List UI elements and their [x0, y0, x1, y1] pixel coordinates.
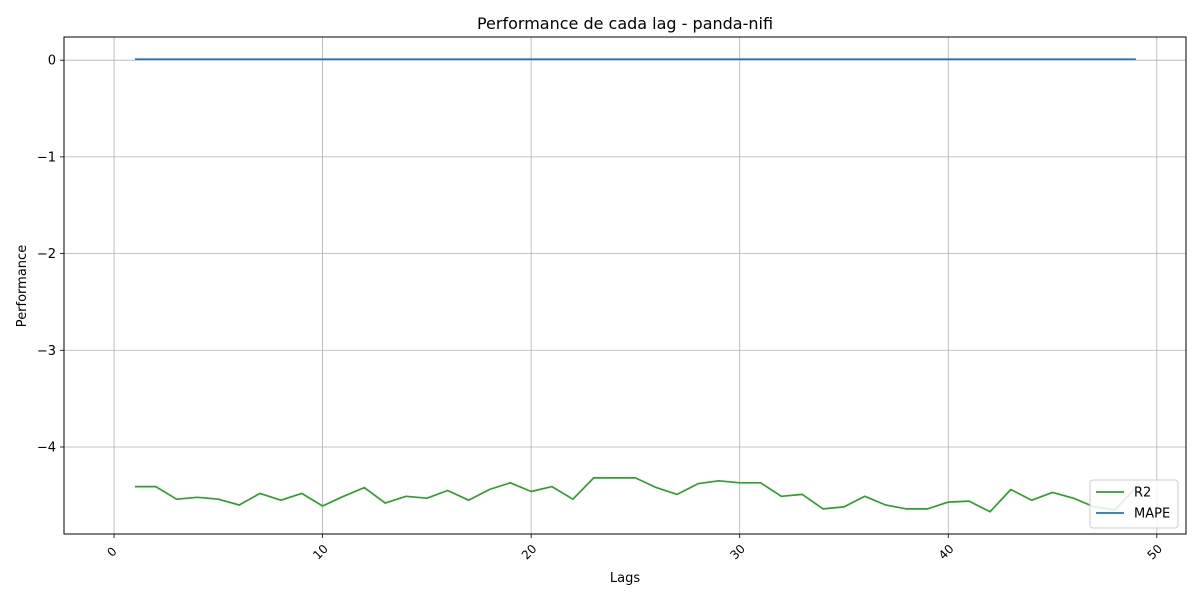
- x-axis-label: Lags: [610, 571, 640, 586]
- legend-label-r2: R2: [1134, 486, 1151, 501]
- y-tick-label: −4: [37, 440, 56, 455]
- y-tick-label: −1: [37, 150, 56, 165]
- y-tick-label: 0: [48, 54, 56, 69]
- legend: R2 MAPE: [1090, 480, 1178, 528]
- y-tick-label: −3: [37, 344, 56, 359]
- y-axis-label: Performance: [15, 245, 30, 327]
- legend-label-mape: MAPE: [1134, 507, 1170, 522]
- y-tick-label: −2: [37, 247, 56, 262]
- chart-title: Performance de cada lag - panda-nifi: [477, 14, 773, 33]
